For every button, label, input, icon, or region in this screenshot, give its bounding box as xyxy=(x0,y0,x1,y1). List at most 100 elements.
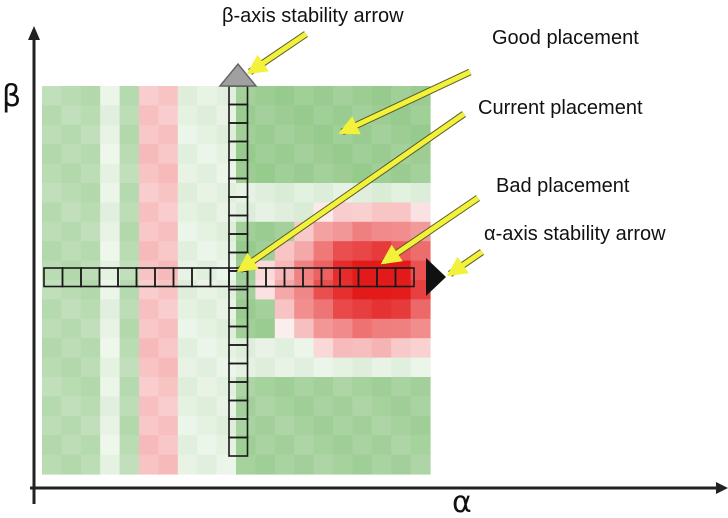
heatmap-cell xyxy=(410,435,431,456)
heatmap-cell xyxy=(42,396,62,417)
heatmap-cell xyxy=(80,144,101,165)
heatmap-cell xyxy=(313,377,334,397)
heatmap-cell xyxy=(61,377,82,397)
heatmap-cell xyxy=(371,124,392,145)
heatmap-cell xyxy=(80,202,101,223)
heatmap-cell xyxy=(216,357,237,378)
heatmap-cell xyxy=(391,377,412,397)
heatmap-cell xyxy=(313,415,334,436)
heatmap-cell xyxy=(158,299,179,320)
heatmap-cell xyxy=(80,105,101,126)
heatmap-cell xyxy=(80,454,101,475)
heatmap-cell xyxy=(333,396,353,417)
heatmap-cell xyxy=(216,318,237,339)
heatmap-cell xyxy=(255,396,276,417)
heatmap-cell xyxy=(410,260,431,281)
heatmap-cell xyxy=(391,415,412,436)
heatmap-cell xyxy=(352,318,373,339)
heatmap-cell xyxy=(391,260,412,281)
heatmap-cell xyxy=(371,144,392,165)
heatmap-cell xyxy=(410,357,431,378)
heatmap-cell xyxy=(352,435,373,456)
heatmap-cell xyxy=(274,86,295,106)
alpha-arrowhead xyxy=(426,258,446,296)
heatmap-cell xyxy=(371,183,392,203)
stability-cell xyxy=(228,436,249,457)
heatmap-cell xyxy=(255,415,276,436)
heatmap-cell xyxy=(139,280,159,300)
heatmap-cell xyxy=(352,454,373,475)
heatmap-cell xyxy=(139,163,159,184)
heatmap-cell xyxy=(371,357,392,378)
heatmap-cell xyxy=(255,86,276,106)
heatmap-cell xyxy=(139,396,159,417)
heatmap-cell xyxy=(100,338,121,359)
heatmap-cell xyxy=(158,435,179,456)
heatmap-cell xyxy=(371,299,392,320)
heatmap-cell xyxy=(42,299,62,320)
heatmap-cell xyxy=(158,260,179,281)
heatmap-cell xyxy=(158,454,179,475)
heatmap-cell xyxy=(61,202,82,223)
heatmap-cell xyxy=(42,241,62,262)
heatmap-cell xyxy=(236,202,256,223)
heatmap-cell xyxy=(61,241,82,262)
heatmap-cell xyxy=(333,338,353,359)
heatmap-cell xyxy=(139,377,159,397)
heatmap-cell xyxy=(236,163,256,184)
heatmap-cell xyxy=(139,124,159,145)
heatmap-cell xyxy=(61,280,82,300)
heatmap-cell xyxy=(177,202,198,223)
heatmap-cell xyxy=(236,144,256,165)
heatmap-cell xyxy=(177,280,198,300)
heatmap-cell xyxy=(410,280,431,300)
heatmap-cell xyxy=(42,183,62,203)
heatmap-cell xyxy=(100,260,121,281)
heatmap-cell xyxy=(313,338,334,359)
heatmap-cell xyxy=(197,435,218,456)
bad-placement-pointer xyxy=(380,195,480,265)
heatmap-cell xyxy=(255,105,276,126)
heatmap-cell xyxy=(42,454,62,475)
heatmap-cell xyxy=(274,454,295,475)
heatmap-cell xyxy=(313,299,334,320)
heatmap-cell xyxy=(236,338,256,359)
heatmap-cell xyxy=(158,280,179,300)
beta-axis-arrowhead xyxy=(28,26,40,40)
heatmap-cell xyxy=(197,318,218,339)
heatmap-cell xyxy=(119,241,140,262)
heatmap-cell xyxy=(333,415,353,436)
heatmap-cell xyxy=(158,221,179,242)
heatmap-cell xyxy=(216,415,237,436)
heatmap-cell xyxy=(255,144,276,165)
heatmap-cell xyxy=(274,415,295,436)
heatmap-cell xyxy=(61,260,82,281)
heatmap-cell xyxy=(158,318,179,339)
heatmap-cell xyxy=(410,163,431,184)
heatmap-cell xyxy=(216,144,237,165)
heatmap-cell xyxy=(313,124,334,145)
heatmap-cell xyxy=(61,396,82,417)
heatmap-cell xyxy=(352,396,373,417)
heatmap-cell xyxy=(391,357,412,378)
heatmap-cell xyxy=(313,105,334,126)
heatmap-cell xyxy=(410,377,431,397)
heatmap-cell xyxy=(100,299,121,320)
heatmap-cell xyxy=(216,86,237,106)
heatmap-cell xyxy=(352,415,373,436)
heatmap-cell xyxy=(255,435,276,456)
heatmap-cell xyxy=(61,163,82,184)
heatmap-cell xyxy=(177,454,198,475)
heatmap-cell xyxy=(119,221,140,242)
heatmap-cell xyxy=(294,415,315,436)
heatmap-cell xyxy=(61,435,82,456)
heatmap-cell xyxy=(158,124,179,145)
heatmap-cell xyxy=(274,124,295,145)
heatmap-cell xyxy=(197,396,218,417)
heatmap-cell xyxy=(139,338,159,359)
heatmap-cell xyxy=(391,454,412,475)
heatmap-cell xyxy=(410,415,431,436)
heatmap-cell xyxy=(119,144,140,165)
heatmap-cell xyxy=(80,221,101,242)
